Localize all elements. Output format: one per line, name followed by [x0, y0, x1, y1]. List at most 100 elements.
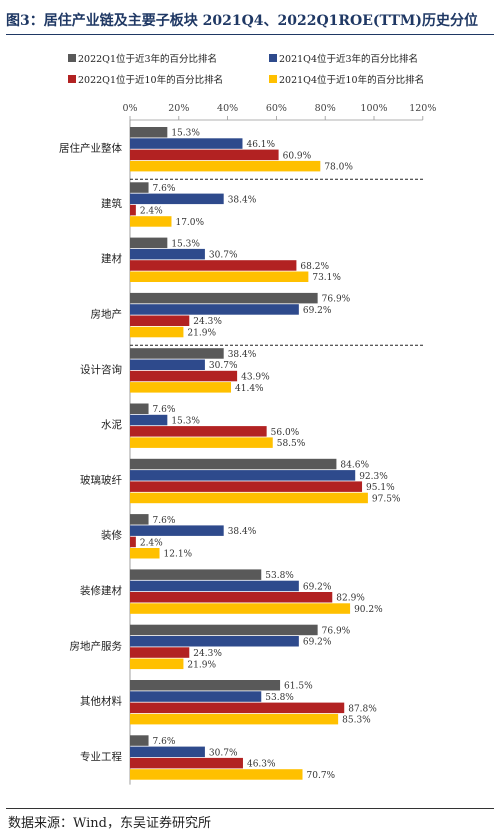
- legend-label-2: 2021Q4位于近3年的百分比排名: [279, 53, 418, 65]
- value-label-2-cat-2: 38.4%: [228, 195, 257, 205]
- bar-1-cat-6: [130, 403, 149, 414]
- bar-1-cat-3: [130, 237, 168, 249]
- bar-4-cat-2: [130, 216, 172, 227]
- bar-3-cat-3: [130, 260, 297, 271]
- chart: 2022Q1位于近3年的百分比排名 2021Q4位于近3年的百分比排名 2022Q1…: [59, 53, 436, 785]
- x-tick-label-4: 80%: [315, 103, 336, 114]
- bar-4-cat-9: [130, 603, 351, 614]
- bar-3-cat-2: [130, 204, 136, 216]
- bar-2-cat-9: [130, 580, 299, 592]
- value-label-1-cat-6: 7.6%: [153, 405, 176, 415]
- value-label-4-cat-9: 90.2%: [354, 605, 383, 615]
- bar-1-cat-5: [130, 348, 224, 359]
- value-label-1-cat-9: 53.8%: [265, 571, 294, 581]
- bar-4-cat-12: [130, 769, 303, 780]
- bar-3-cat-7: [130, 481, 363, 492]
- category-label-2: 建筑: [101, 197, 122, 210]
- bar-4-cat-5: [130, 382, 232, 393]
- value-label-4-cat-6: 58.5%: [277, 439, 306, 449]
- value-label-3-cat-12: 46.3%: [247, 760, 276, 770]
- bar-2-cat-6: [130, 414, 168, 426]
- value-label-3-cat-4: 24.3%: [193, 317, 222, 327]
- legend-label-3: 2022Q1位于近10年的百分比排名: [78, 74, 223, 86]
- value-label-4-cat-12: 70.7%: [307, 771, 336, 781]
- category-label-11: 其他材料: [80, 695, 122, 708]
- bar-3-cat-11: [130, 702, 345, 714]
- value-label-4-cat-11: 85.3%: [342, 716, 371, 726]
- bar-2-cat-12: [130, 746, 205, 758]
- value-label-1-cat-10: 76.9%: [322, 626, 351, 636]
- bar-1-cat-12: [130, 735, 149, 746]
- value-label-4-cat-3: 73.1%: [312, 273, 341, 283]
- value-label-3-cat-2: 2.4%: [140, 207, 163, 217]
- x-tick-label-1: 20%: [168, 103, 189, 114]
- legend-swatch-4: [269, 75, 277, 83]
- category-label-9: 装修建材: [80, 584, 122, 597]
- title-rule: [6, 34, 494, 35]
- legend-label-1: 2022Q1位于近3年的百分比排名: [78, 53, 217, 65]
- bar-4-cat-6: [130, 437, 273, 448]
- category-label-8: 装修: [101, 529, 122, 542]
- bars: 15.3% 46.1% 60.9% 78.0% 7.6% 38.4% 2.4% 17.0% 15…: [130, 127, 401, 781]
- bar-2-cat-8: [130, 525, 224, 536]
- value-label-2-cat-10: 69.2%: [303, 638, 332, 648]
- legend-label-4: 2021Q4位于近10年的百分比排名: [279, 74, 424, 86]
- legend: 2022Q1位于近3年的百分比排名 2021Q4位于近3年的百分比排名 2022Q1…: [68, 53, 424, 86]
- category-label-10: 房地产服务: [70, 639, 123, 652]
- source-note: 数据来源：Wind，东吴证券研究所: [8, 816, 211, 831]
- group-separators: [130, 178, 425, 346]
- legend-swatch-2: [269, 54, 277, 62]
- value-label-4-cat-7: 97.5%: [372, 494, 401, 504]
- bar-4-cat-11: [130, 713, 339, 725]
- bar-2-cat-7: [130, 470, 356, 481]
- source-rule: [6, 808, 494, 809]
- bar-1-cat-9: [130, 569, 262, 580]
- bar-1-cat-2: [130, 182, 149, 193]
- bar-3-cat-8: [130, 536, 136, 548]
- legend-swatch-3: [68, 75, 76, 83]
- bar-3-cat-12: [130, 757, 243, 769]
- bar-3-cat-6: [130, 426, 267, 437]
- bar-2-cat-5: [130, 359, 205, 370]
- value-label-1-cat-11: 61.5%: [284, 682, 313, 692]
- value-label-2-cat-12: 30.7%: [209, 748, 238, 758]
- category-labels: 居住产业整体建筑建材房地产设计咨询水泥玻璃玻纤装修装修建材房地产服务其他材料专业…: [59, 142, 122, 763]
- value-label-4-cat-8: 12.1%: [164, 550, 193, 560]
- category-label-3: 建材: [101, 252, 122, 265]
- value-label-1-cat-4: 76.9%: [322, 295, 351, 305]
- value-label-3-cat-10: 24.3%: [193, 649, 222, 659]
- value-label-3-cat-6: 56.0%: [271, 428, 300, 438]
- bar-2-cat-2: [130, 193, 224, 205]
- category-label-1: 居住产业整体: [59, 142, 122, 155]
- value-label-1-cat-12: 7.6%: [153, 737, 176, 747]
- value-label-4-cat-5: 41.4%: [235, 384, 264, 394]
- bar-3-cat-4: [130, 315, 190, 326]
- x-tick-label-2: 40%: [217, 103, 238, 114]
- value-label-2-cat-5: 30.7%: [209, 361, 238, 371]
- value-label-3-cat-8: 2.4%: [140, 538, 163, 548]
- x-tick-label-0: 0%: [122, 103, 137, 114]
- bar-3-cat-10: [130, 647, 190, 658]
- bar-1-cat-7: [130, 458, 337, 470]
- bar-2-cat-4: [130, 304, 299, 315]
- value-label-4-cat-10: 21.9%: [187, 660, 216, 670]
- value-label-3-cat-1: 60.9%: [283, 151, 312, 161]
- value-label-1-cat-3: 15.3%: [171, 239, 200, 249]
- x-tick-label-5: 100%: [360, 103, 387, 114]
- bar-3-cat-1: [130, 149, 279, 161]
- bar-4-cat-1: [130, 160, 321, 172]
- bar-3-cat-5: [130, 370, 238, 382]
- bar-4-cat-4: [130, 326, 184, 338]
- category-label-5: 设计咨询: [80, 363, 122, 376]
- bar-2-cat-3: [130, 248, 205, 260]
- bar-1-cat-4: [130, 292, 318, 304]
- bar-1-cat-1: [130, 127, 168, 138]
- value-label-1-cat-1: 15.3%: [171, 129, 200, 139]
- value-label-2-cat-11: 53.8%: [265, 693, 294, 703]
- x-tick-label-6: 120%: [409, 103, 436, 114]
- value-label-3-cat-11: 87.8%: [348, 704, 377, 714]
- category-label-4: 房地产: [91, 308, 123, 321]
- category-label-12: 专业工程: [80, 750, 122, 763]
- x-axis: 0% 20% 40% 60% 80% 100% 120%: [122, 103, 436, 785]
- value-label-3-cat-3: 68.2%: [300, 262, 329, 272]
